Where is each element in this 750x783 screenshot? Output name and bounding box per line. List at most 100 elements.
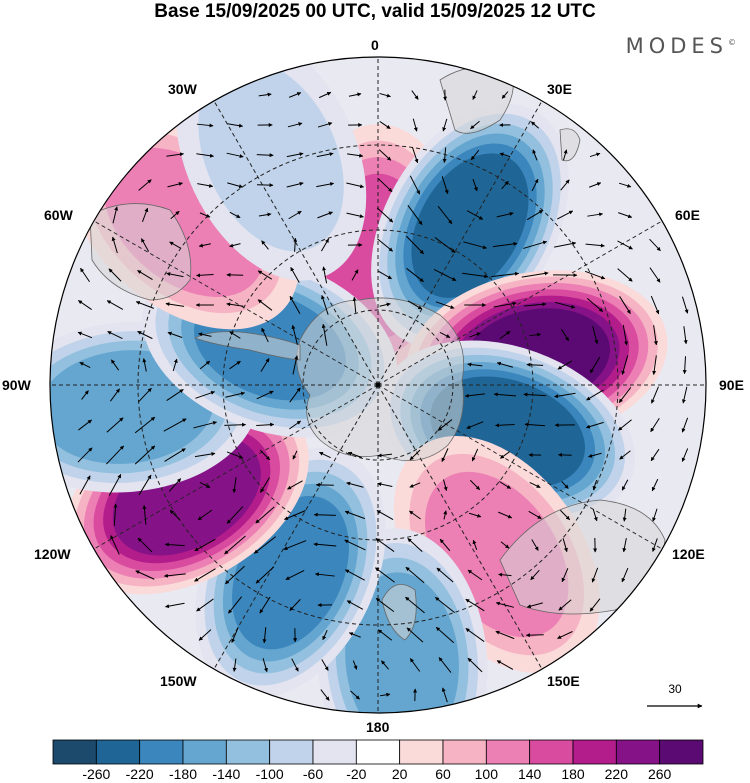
wind-vector: [376, 207, 394, 223]
wind-vector: [229, 211, 241, 219]
colorbar-cell: [355, 739, 401, 765]
wind-vector: [166, 388, 184, 402]
wind-vector: [525, 633, 544, 638]
wind-vector: [586, 389, 604, 401]
wind-vector: [439, 538, 451, 552]
wind-vector: [317, 122, 333, 128]
wind-vector: [321, 323, 328, 346]
wind-vector: [379, 120, 391, 130]
wind-vector: [472, 178, 478, 192]
wind-vector: [493, 392, 516, 397]
map-title: Base 15/09/2025 00 UTC, valid 15/09/2025…: [154, 1, 596, 22]
wind-vector: [469, 332, 481, 338]
wind-vector: [650, 448, 660, 462]
wind-vector: [106, 417, 124, 433]
wind-vector: [528, 510, 542, 520]
wind-vector: [168, 478, 182, 492]
wind-vector: [77, 447, 93, 463]
wind-vector: [554, 241, 577, 248]
wind-vector: [406, 627, 424, 643]
wind-vector: [496, 361, 513, 368]
wind-vector: [586, 297, 604, 313]
wind-vector: [499, 152, 511, 158]
wind-vector: [472, 539, 478, 550]
wind-vector: [651, 386, 659, 404]
wind-vector: [406, 235, 424, 255]
wind-vector: [407, 538, 423, 552]
meridian-line: [213, 100, 379, 386]
wind-vector: [411, 90, 419, 100]
wind-vector: [588, 452, 602, 458]
wind-vector: [681, 417, 689, 433]
graticule: [50, 57, 706, 713]
wind-vector: [381, 660, 389, 670]
meridian-line: [377, 220, 663, 386]
wind-vector: [469, 479, 481, 491]
wind-vector: [618, 419, 632, 431]
wind-vector: [526, 602, 543, 609]
wind-vector: [197, 509, 213, 521]
wind-vector: [496, 211, 514, 218]
wind-vector: [377, 177, 393, 193]
wind-vector: [461, 272, 489, 279]
wind-vector: [256, 390, 274, 400]
wind-vector: [164, 448, 186, 462]
colorbar-tick-label: 60: [435, 766, 451, 782]
wind-vector: [407, 300, 423, 310]
wind-vector: [287, 480, 303, 490]
wind-vector: [683, 326, 688, 345]
wind-vector: [255, 506, 275, 524]
wind-vector: [289, 387, 301, 403]
wind-vector: [288, 92, 302, 98]
wind-vector: [257, 270, 273, 280]
wind-vector: [314, 572, 335, 577]
wind-vector: [619, 296, 631, 315]
wind-vector: [226, 506, 244, 524]
wind-vector: [501, 91, 509, 99]
wind-vector: [172, 358, 178, 372]
wind-vector: [196, 273, 214, 278]
wind-vector: [526, 362, 544, 367]
wind-vector: [351, 269, 359, 281]
label-60w: 60W: [44, 207, 73, 223]
wind-vector: [196, 598, 214, 612]
wind-vector: [409, 510, 421, 520]
colorbar-cell: [659, 739, 704, 765]
wind-vector: [317, 211, 333, 219]
wind-vector: [467, 569, 483, 581]
wind-vector: [560, 179, 570, 191]
wind-vector: [649, 267, 661, 283]
wind-vector: [554, 392, 576, 399]
wind-vector: [409, 482, 421, 488]
wind-vector: [532, 149, 538, 161]
wind-vector: [262, 627, 267, 644]
wind-vector: [135, 301, 154, 309]
wind-vector: [434, 236, 456, 254]
meridian-line: [377, 384, 663, 550]
wind-vector: [412, 118, 418, 132]
anomaly-contour: [345, 572, 459, 713]
wind-vector: [409, 658, 421, 672]
wind-vector: [226, 451, 244, 459]
wind-vector: [435, 596, 455, 614]
wind-vector: [134, 445, 156, 465]
wind-vector: [379, 92, 391, 98]
wind-vector: [165, 302, 185, 307]
wind-vector: [232, 658, 237, 672]
wind-vector: [375, 597, 395, 613]
wind-vector: [141, 207, 149, 223]
wind-vector: [375, 538, 395, 552]
wind-vector: [591, 567, 599, 583]
wind-vector: [167, 182, 183, 188]
wind-vector: [531, 178, 539, 192]
wind-vector: [344, 539, 366, 551]
wind-vector: [313, 512, 336, 517]
label-150w: 150W: [160, 673, 197, 689]
wind-vector: [111, 236, 118, 254]
wind-vector: [261, 327, 269, 343]
wind-vector: [258, 92, 272, 97]
wind-vector: [286, 181, 304, 188]
wind-vector: [622, 508, 627, 522]
label-30w: 30W: [168, 81, 197, 97]
